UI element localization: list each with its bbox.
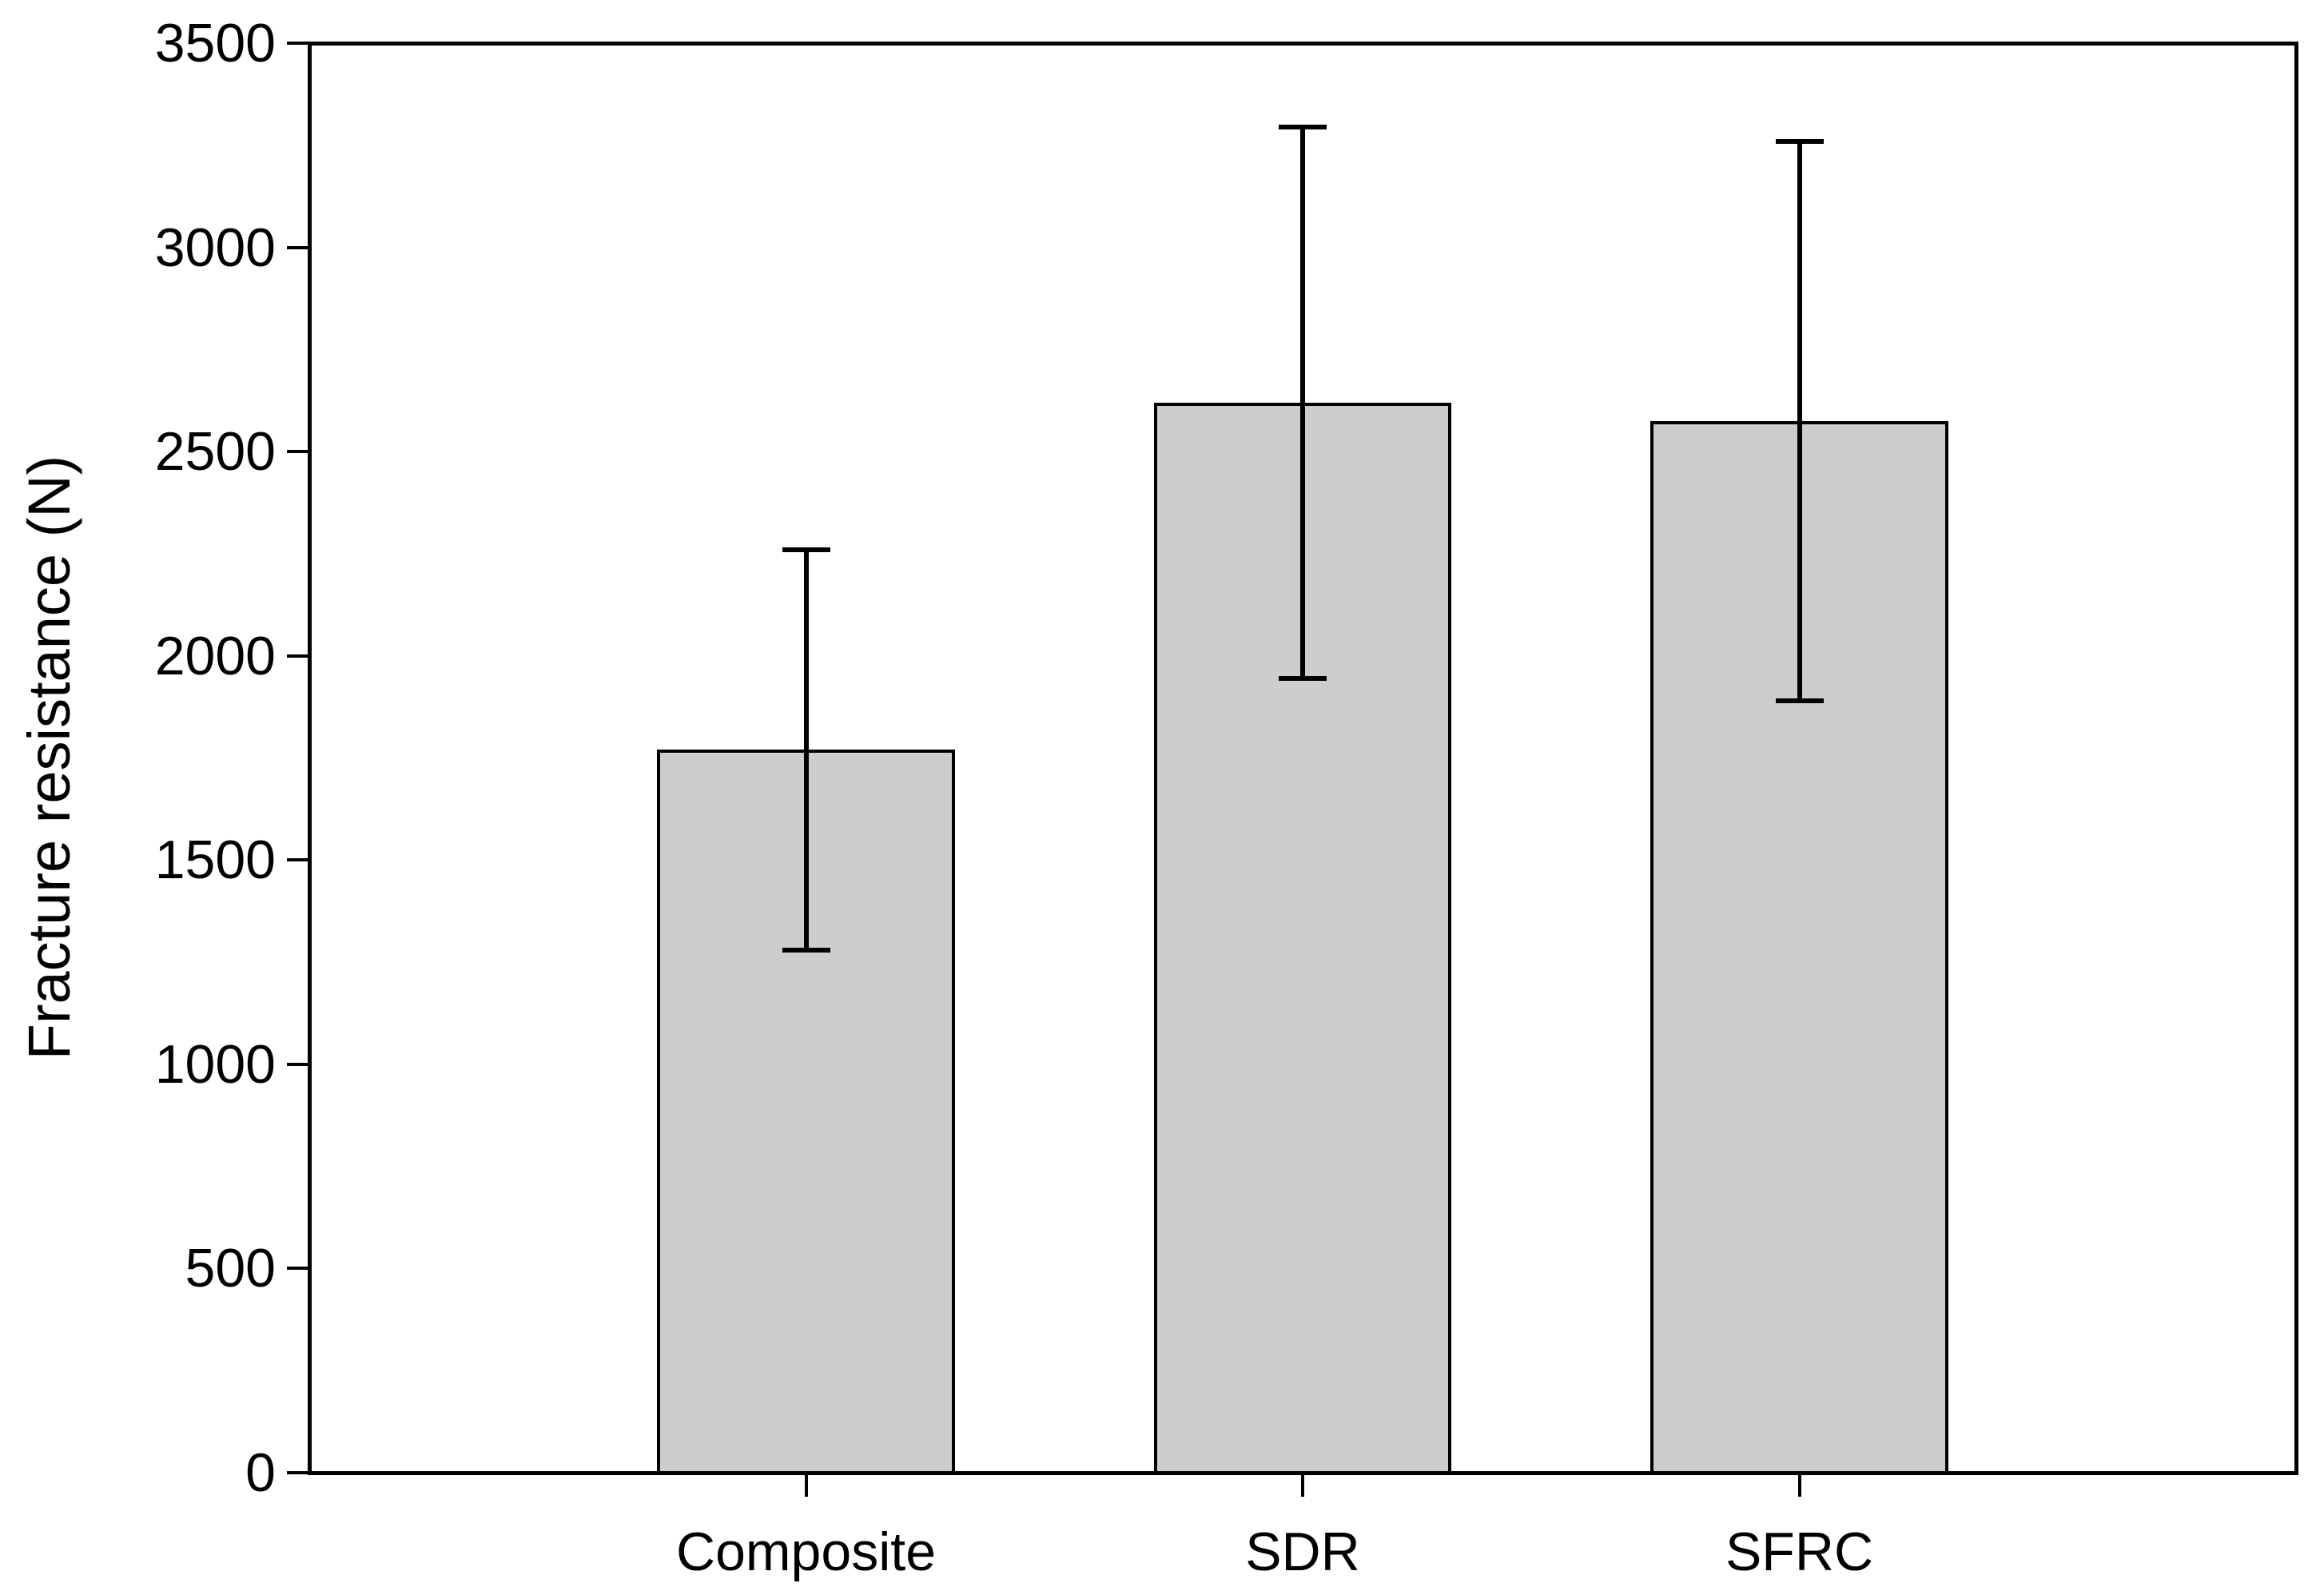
y-tick — [287, 1267, 309, 1271]
y-tick — [287, 245, 309, 249]
y-tick — [287, 1471, 309, 1474]
error-cap-upper-sfrc — [1775, 138, 1824, 144]
y-tick — [287, 1062, 309, 1066]
y-tick — [287, 450, 309, 454]
y-tick-label: 500 — [185, 1238, 276, 1299]
error-cap-lower-sfrc — [1775, 698, 1824, 703]
error-bar-sfrc — [1797, 141, 1802, 701]
error-cap-upper-composite — [782, 547, 830, 552]
y-tick-label: 0 — [245, 1442, 276, 1503]
y-tick-label: 3000 — [154, 217, 276, 278]
y-tick-label: 1500 — [154, 829, 276, 891]
error-cap-lower-sdr — [1279, 675, 1327, 681]
x-label-sdr: SDR — [1245, 1521, 1360, 1582]
error-bar-composite — [803, 549, 809, 950]
y-tick — [287, 654, 309, 658]
x-tick-sdr — [1301, 1473, 1304, 1497]
y-axis-title: Fracture resistance (N) — [16, 455, 82, 1060]
x-tick-composite — [804, 1473, 808, 1497]
y-tick-label: 2500 — [154, 421, 276, 483]
x-label-composite: Composite — [675, 1521, 937, 1582]
y-tick — [287, 42, 309, 45]
y-tick-label: 3500 — [154, 13, 276, 74]
x-tick-sfrc — [1797, 1473, 1801, 1497]
y-tick-label: 2000 — [154, 625, 276, 686]
y-tick-label: 1000 — [154, 1033, 276, 1095]
x-label-sfrc: SFRC — [1725, 1521, 1874, 1582]
y-tick — [287, 858, 309, 862]
error-cap-lower-composite — [782, 947, 830, 953]
error-bar-sdr — [1300, 126, 1305, 678]
error-cap-upper-sdr — [1279, 124, 1327, 129]
